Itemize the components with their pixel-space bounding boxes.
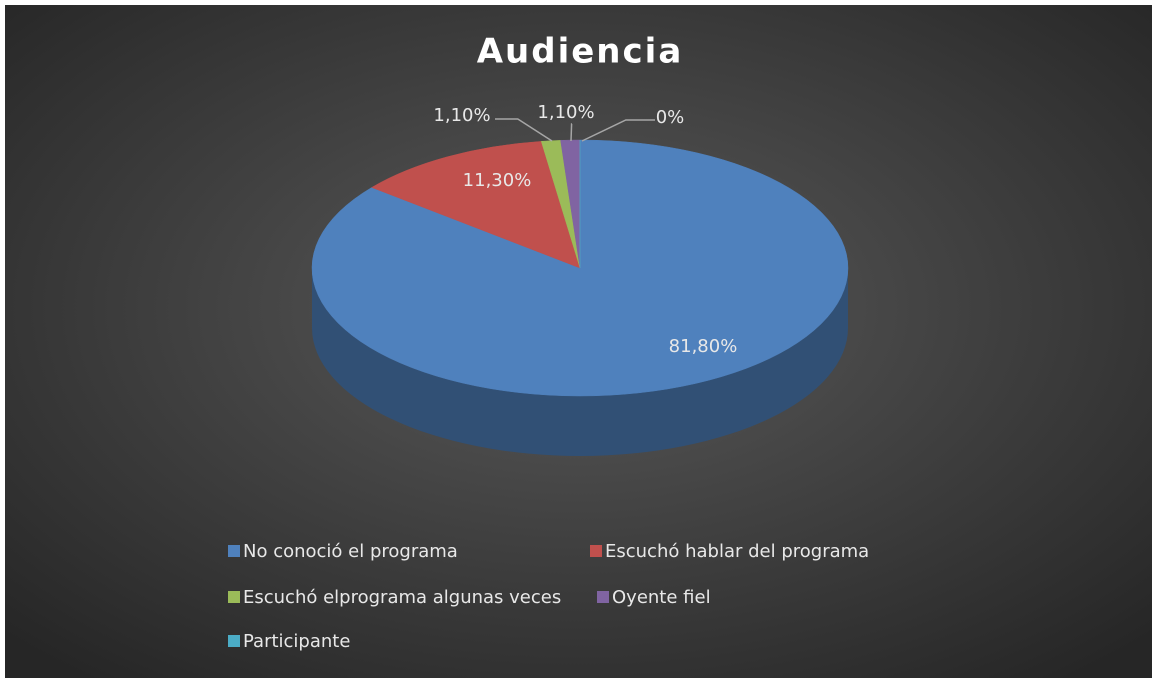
slice <box>371 141 581 269</box>
data-label: 81,80% <box>669 336 738 357</box>
legend-swatch <box>228 635 240 647</box>
data-label: 1,10% <box>433 105 490 126</box>
legend-label: Escuchó elprograma algunas veces <box>243 587 561 608</box>
leader-line <box>570 123 573 142</box>
slice-side <box>312 268 848 456</box>
data-label: 1,10% <box>537 102 594 123</box>
legend-swatch <box>590 545 602 557</box>
leader-line <box>581 119 655 142</box>
legend-label: Oyente fiel <box>612 587 711 608</box>
legend-swatch <box>597 591 609 603</box>
chart-title: Audiencia <box>477 32 684 72</box>
legend-swatch <box>228 545 240 557</box>
data-label: 11,30% <box>463 170 532 191</box>
leader-line <box>495 118 553 142</box>
legend-swatch <box>228 591 240 603</box>
legend-label: Participante <box>243 631 350 652</box>
data-label: 0% <box>656 107 685 128</box>
legend-label: No conoció el programa <box>243 541 458 562</box>
legend-label: Escuchó hablar del programa <box>605 541 869 562</box>
